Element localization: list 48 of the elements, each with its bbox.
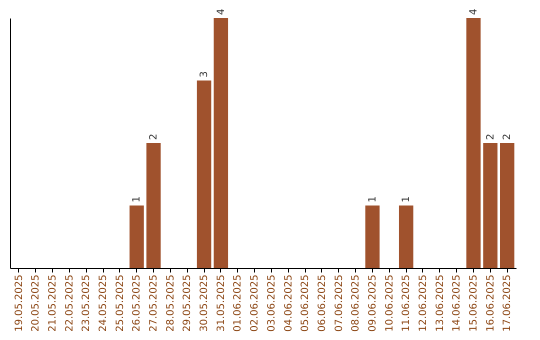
x-tick-label: 14.06.2025 bbox=[452, 274, 463, 332]
x-tick-label: 13.06.2025 bbox=[434, 274, 446, 332]
x-tick-label: 31.05.2025 bbox=[216, 274, 227, 332]
x-tick-label: 05.06.2025 bbox=[300, 274, 312, 332]
x-tick-label: 28.05.2025 bbox=[165, 274, 176, 332]
x-tick-label: 04.06.2025 bbox=[283, 274, 294, 332]
x-tick-label: 23.05.2025 bbox=[81, 274, 92, 332]
bar bbox=[214, 18, 228, 268]
data-label: 4 bbox=[216, 8, 227, 15]
data-label: 2 bbox=[148, 134, 160, 140]
x-tick-label: 24.05.2025 bbox=[98, 274, 110, 332]
bar bbox=[483, 143, 498, 268]
x-tick-label: 10.06.2025 bbox=[384, 274, 396, 332]
bar bbox=[398, 206, 414, 268]
x-tick-label: 25.05.2025 bbox=[114, 274, 126, 332]
x-tick-label: 03.06.2025 bbox=[266, 274, 278, 332]
bar bbox=[146, 143, 161, 268]
x-tick-label: 08.06.2025 bbox=[350, 274, 362, 332]
x-tick-label: 29.05.2025 bbox=[182, 274, 194, 332]
x-tick-label: 07.06.2025 bbox=[334, 274, 345, 332]
x-tick-label: 20.05.2025 bbox=[30, 274, 42, 332]
data-label: 3 bbox=[199, 71, 210, 78]
x-tick-label: 09.06.2025 bbox=[367, 274, 378, 332]
x-tick-label: 15.06.2025 bbox=[468, 274, 480, 332]
x-tick-label: 01.06.2025 bbox=[232, 274, 244, 332]
x-tick-label: 11.06.2025 bbox=[401, 274, 412, 332]
x-tick-label: 17.06.2025 bbox=[502, 274, 514, 332]
x-tick-label: 22.05.2025 bbox=[64, 274, 76, 332]
data-label: 1 bbox=[132, 196, 143, 202]
bar bbox=[196, 80, 212, 268]
data-label: 2 bbox=[485, 134, 496, 140]
x-tick-label: 02.06.2025 bbox=[250, 274, 261, 332]
x-tick-label: 19.05.2025 bbox=[14, 274, 25, 332]
data-label: 4 bbox=[468, 8, 480, 15]
x-tick-label: 06.06.2025 bbox=[316, 274, 328, 332]
bar bbox=[130, 206, 144, 268]
x-tick-label: 27.05.2025 bbox=[148, 274, 160, 332]
x-tick-label: 12.06.2025 bbox=[418, 274, 429, 332]
x-tick-label: 30.05.2025 bbox=[199, 274, 210, 332]
data-label: 1 bbox=[401, 196, 412, 202]
x-tick-label: 26.05.2025 bbox=[132, 274, 143, 332]
data-label: 1 bbox=[367, 196, 378, 202]
bar bbox=[365, 206, 380, 268]
data-label: 2 bbox=[502, 134, 514, 140]
bar bbox=[500, 143, 514, 268]
bar bbox=[466, 18, 481, 268]
x-tick-label: 16.06.2025 bbox=[485, 274, 496, 332]
x-tick-label: 21.05.2025 bbox=[48, 274, 59, 332]
